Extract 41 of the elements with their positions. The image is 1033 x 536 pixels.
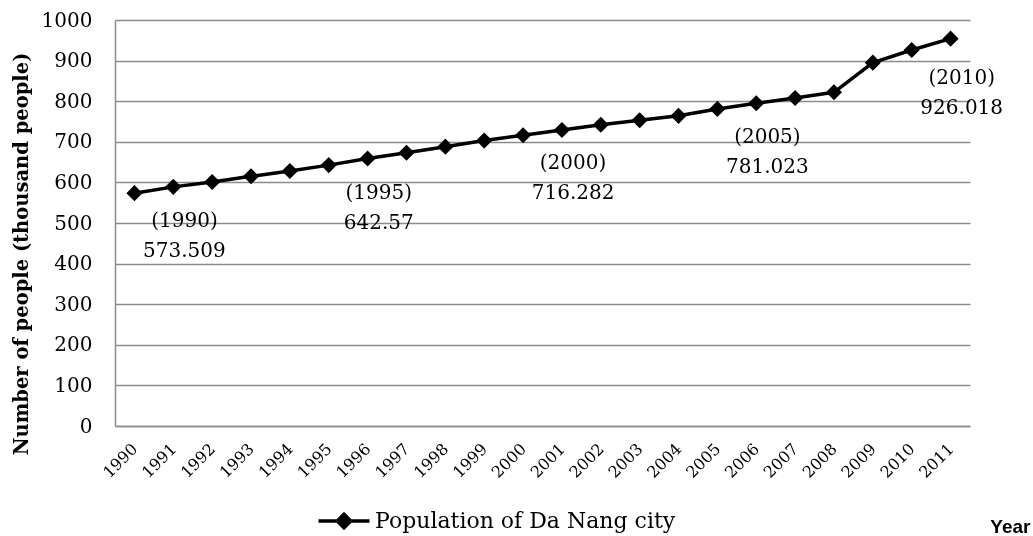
y-tick-label: 0 [79,413,93,438]
point [903,41,920,59]
annotation: (2000) 716.282 [531,150,615,205]
point [204,173,221,191]
point [126,185,143,202]
y-tick-label: 300 [54,291,93,316]
annotation: (1990) 573.509 [143,208,226,263]
y-axis-title: Number of people (thousand people) [9,52,33,456]
point [825,84,843,101]
y-tick-label: 600 [54,169,93,194]
point [281,162,298,180]
point [670,107,687,124]
legend-label: Population of Da Nang city [375,508,676,533]
point [437,138,454,155]
point [165,178,182,195]
point [515,127,532,144]
point [320,157,337,174]
x-axis-title: Year [990,515,1032,536]
y-tick-label: 700 [54,129,93,154]
point [359,150,376,167]
y-tick-label: 400 [54,251,93,276]
point [242,168,260,185]
point [942,30,959,47]
annotation: (1995) 642.57 [343,180,414,235]
point [398,144,415,161]
point [787,89,804,107]
point [631,112,648,129]
annotation: (2005) 781.023 [726,123,809,178]
y-tick-label: 900 [54,48,93,73]
y-tick-label: 1000 [41,7,93,32]
y-tick-label: 800 [54,88,93,113]
point [709,100,726,117]
y-tick-label: 100 [54,372,93,397]
point [748,95,765,112]
y-tick-label: 200 [54,332,93,357]
point [864,54,881,71]
y-tick-label: 500 [54,210,93,235]
annotation: (2010) 926.018 [920,65,1004,120]
point [553,121,570,139]
point [592,116,609,133]
point [476,132,493,149]
